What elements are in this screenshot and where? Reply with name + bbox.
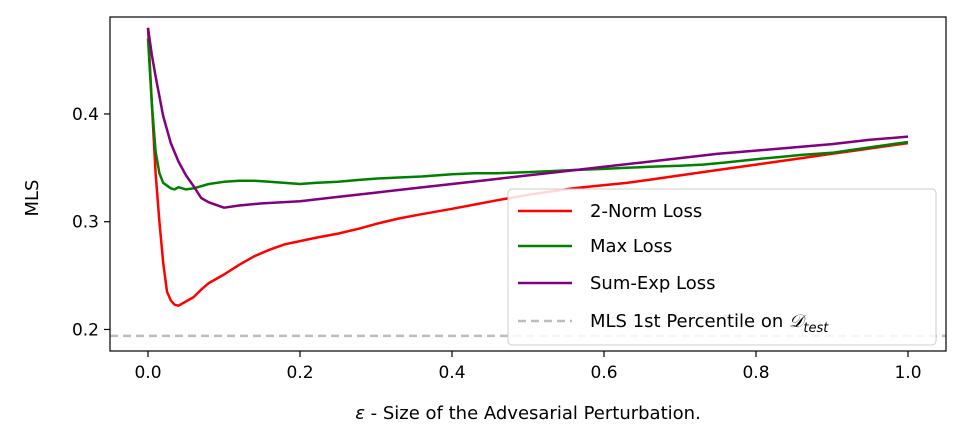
x-tick-label: 0.4 — [438, 363, 465, 383]
x-tick-label: 0.8 — [742, 363, 769, 383]
x-axis: 0.0 0.2 0.4 0.6 0.8 1.0 — [134, 351, 922, 383]
legend-label-mls-percentile: MLS 1st Percentile on 𝒟test — [590, 311, 829, 336]
legend-label-sum-exp-loss: Sum-Exp Loss — [590, 273, 716, 294]
legend-label-mls-percentile-math: 𝒟 — [789, 311, 807, 332]
x-tick-label: 0.2 — [286, 363, 313, 383]
series-line-2-norm-loss — [146, 27, 909, 307]
legend: 2-Norm Loss Max Loss Sum-Exp Loss MLS 1s… — [507, 188, 937, 346]
legend-box — [507, 188, 937, 346]
legend-label-mls-percentile-text: MLS 1st Percentile on — [590, 311, 789, 332]
x-tick-label: 1.0 — [894, 363, 921, 383]
x-axis-label-symbol: ε — [355, 403, 365, 424]
y-axis: 0.2 0.3 0.4 — [72, 105, 110, 340]
legend-label-2-norm-loss: 2-Norm Loss — [590, 201, 702, 222]
y-tick-label: 0.3 — [72, 213, 99, 233]
x-tick-label: 0.6 — [590, 363, 617, 383]
y-tick-label: 0.2 — [72, 320, 99, 340]
x-axis-label-text: - Size of the Advesarial Perturbation. — [365, 403, 701, 424]
x-axis-label: ε - Size of the Advesarial Perturbation. — [355, 403, 701, 424]
plot-frame — [109, 16, 947, 352]
legend-label-mls-percentile-sub: test — [803, 321, 829, 336]
legend-label-max-loss: Max Loss — [590, 236, 672, 257]
series-line-sum-exp-loss — [146, 27, 909, 209]
y-tick-label: 0.4 — [72, 105, 99, 125]
y-axis-label: MLS — [22, 180, 43, 217]
series-line-max-loss — [146, 38, 909, 191]
x-tick-label: 0.0 — [134, 363, 161, 383]
